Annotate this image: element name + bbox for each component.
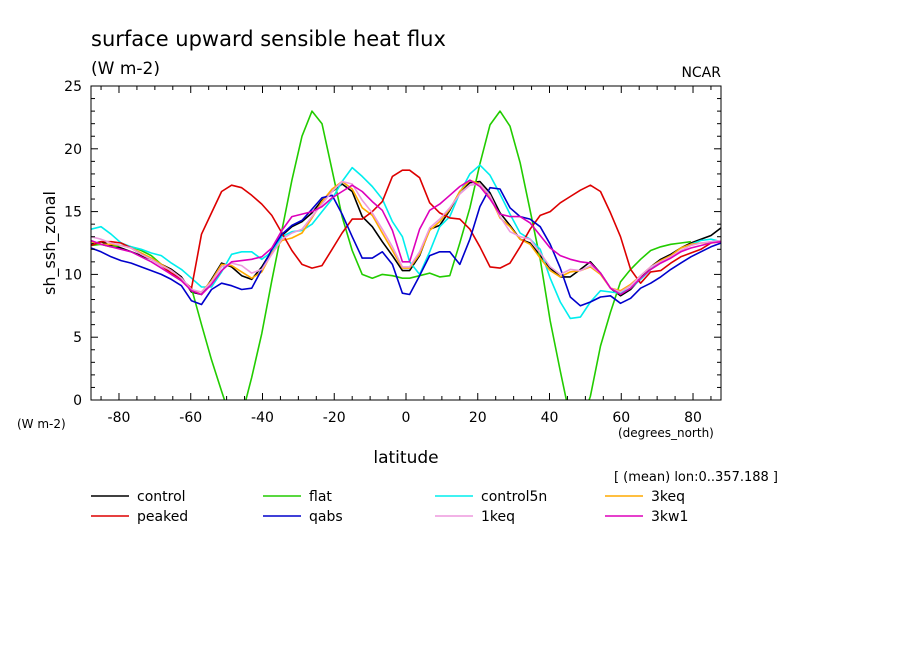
x-axis: -80 -60 -40 -20 0 20 40 60 80 xyxy=(100,86,712,426)
x-tick-label: -40 xyxy=(251,410,274,426)
plot-frame xyxy=(90,85,722,401)
series-line-flat xyxy=(91,110,692,400)
x-tick-label: 40 xyxy=(541,410,559,426)
y-tick-label: 25 xyxy=(64,79,82,95)
x-tick-label: -60 xyxy=(179,410,202,426)
legend-label-3kw1: 3kw1 xyxy=(651,509,688,525)
x-tick-label: -20 xyxy=(323,410,346,426)
y-tick-label: 5 xyxy=(73,330,82,346)
legend-label-flat: flat xyxy=(309,489,332,505)
legend: control flat control5n 3keq peaked qabs 1keq 3k… xyxy=(91,489,688,525)
y-tick-label: 10 xyxy=(64,267,82,283)
legend-label-1keq: 1keq xyxy=(481,509,515,525)
y-tick-label: 20 xyxy=(64,142,82,158)
chart-units: (W m-2) xyxy=(91,59,160,79)
series-line-qabs xyxy=(91,186,721,307)
series-line-3kw1 xyxy=(91,179,721,296)
series-line-peaked xyxy=(91,169,712,290)
x-tick-label: 0 xyxy=(402,410,411,426)
y-tick-label: 0 xyxy=(73,393,82,409)
y-axis-label: sh_ssh_zonal xyxy=(40,191,60,295)
x-tick-label: -80 xyxy=(108,410,131,426)
series-line-1keq xyxy=(91,180,721,293)
legend-label-qabs: qabs xyxy=(309,509,343,525)
x-tick-label: 60 xyxy=(612,410,630,426)
legend-label-control5n: control5n xyxy=(481,489,547,505)
x-tick-label: 20 xyxy=(469,410,487,426)
x-units-label: (degrees_north) xyxy=(618,426,714,440)
x-tick-label: 80 xyxy=(684,410,702,426)
x-axis-label: latitude xyxy=(373,448,438,468)
legend-label-peaked: peaked xyxy=(137,509,188,525)
series-group xyxy=(91,110,721,400)
series-line-control5n xyxy=(91,164,721,320)
source-label: NCAR xyxy=(681,65,721,81)
chart-title: surface upward sensible heat flux xyxy=(91,27,446,51)
subtitle: [ (mean) lon:0..357.188 ] xyxy=(614,470,778,485)
legend-label-3keq: 3keq xyxy=(651,489,685,505)
y-units-label: (W m-2) xyxy=(17,417,66,431)
legend-label-control: control xyxy=(137,489,186,505)
y-axis: 0 5 10 15 20 25 xyxy=(64,79,721,409)
y-tick-label: 15 xyxy=(64,205,82,221)
